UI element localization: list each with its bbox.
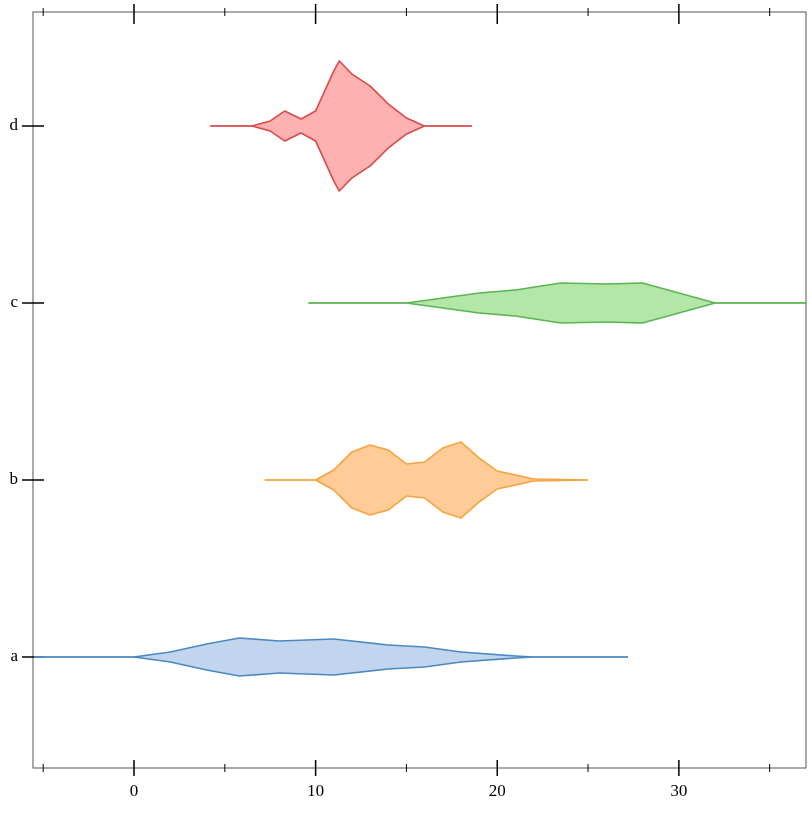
violin-outline [264,441,589,481]
x-tick-label: 0 [130,781,139,800]
x-tick-label: 20 [489,781,506,800]
plot-frame [32,11,807,769]
violin-outline [34,656,629,677]
violin-outline [264,479,589,519]
violin-fill [308,303,806,323]
y-tick-label: c [10,292,18,311]
violin-outline [34,637,629,658]
violin-outline [210,60,472,127]
violin-outline [308,302,806,324]
y-tick-label: d [10,115,19,134]
violin-fill [210,61,472,126]
violin-fill [210,126,472,191]
x-tick-label: 30 [670,781,687,800]
violin-fill [308,283,806,303]
y-tick-label: a [10,646,18,665]
violin-outline [210,125,472,192]
violin-outline [308,282,806,304]
violin-fill [34,638,629,657]
violin-fill [34,657,629,676]
x-tick-label: 10 [307,781,324,800]
y-tick-label: b [10,469,19,488]
